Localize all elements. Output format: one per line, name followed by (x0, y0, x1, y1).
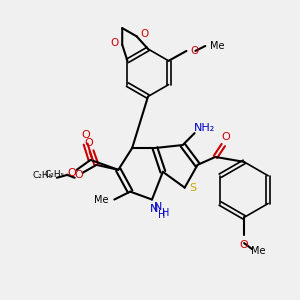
Text: N: N (154, 202, 162, 212)
Text: S: S (189, 183, 196, 193)
Text: O: O (110, 38, 118, 48)
Text: Me: Me (251, 246, 265, 256)
Text: O: O (68, 168, 76, 178)
Text: N: N (150, 204, 158, 214)
Text: O: O (240, 240, 248, 250)
Text: O: O (221, 132, 230, 142)
Text: H: H (158, 210, 166, 220)
Text: C₂H₅: C₂H₅ (45, 170, 65, 179)
Text: O: O (141, 29, 149, 39)
Text: O: O (74, 170, 83, 180)
Text: Me: Me (94, 194, 108, 205)
Text: Me: Me (210, 41, 225, 51)
Text: O: O (81, 130, 90, 140)
Text: O: O (84, 138, 93, 148)
Text: C₂H₅: C₂H₅ (33, 171, 53, 180)
Text: NH₂: NH₂ (194, 123, 215, 133)
Text: O: O (190, 46, 199, 56)
Text: H: H (162, 208, 169, 218)
